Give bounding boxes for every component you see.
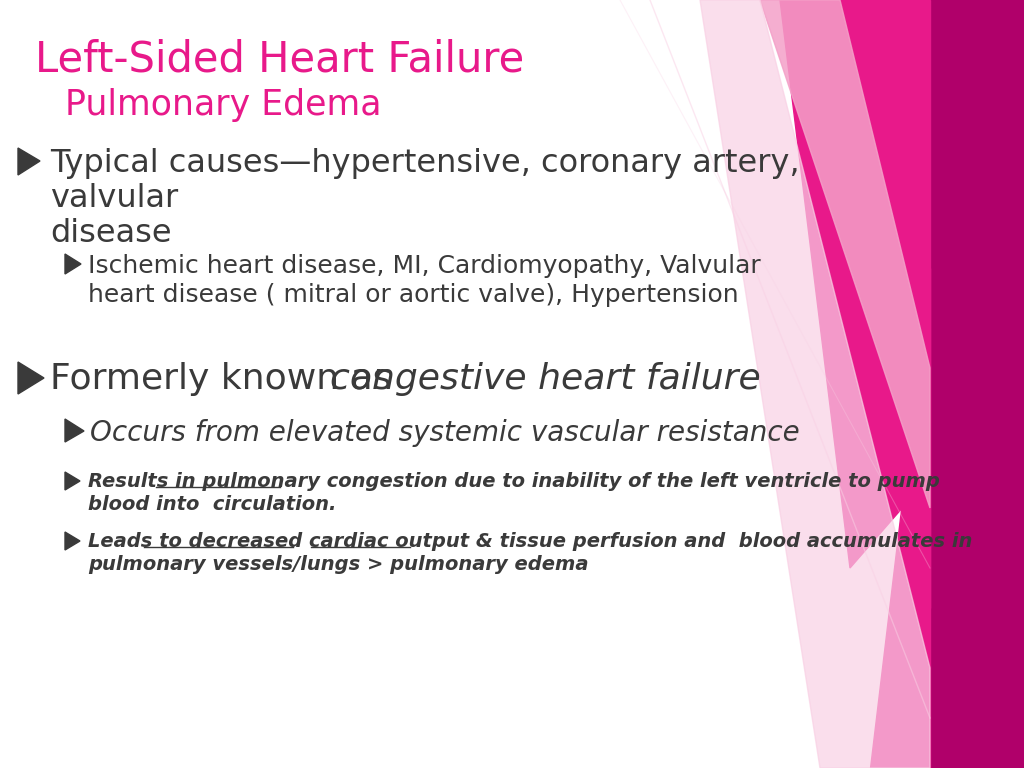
Polygon shape xyxy=(820,0,930,608)
Polygon shape xyxy=(930,0,1024,768)
Polygon shape xyxy=(65,419,84,442)
Text: Occurs from elevated systemic vascular resistance: Occurs from elevated systemic vascular r… xyxy=(90,419,800,447)
Polygon shape xyxy=(780,0,1024,568)
Text: disease: disease xyxy=(50,218,172,249)
Text: blood into  circulation.: blood into circulation. xyxy=(88,495,336,514)
Polygon shape xyxy=(65,472,80,490)
Polygon shape xyxy=(870,268,930,768)
Text: valvular: valvular xyxy=(50,183,178,214)
Text: Formerly known as: Formerly known as xyxy=(50,362,403,396)
Polygon shape xyxy=(930,0,1024,768)
Polygon shape xyxy=(760,0,930,508)
Polygon shape xyxy=(18,148,40,175)
Text: Leads to decreased cardiac output & tissue perfusion and  blood accumulates in: Leads to decreased cardiac output & tiss… xyxy=(88,532,973,551)
Text: heart disease ( mitral or aortic valve), Hypertension: heart disease ( mitral or aortic valve),… xyxy=(88,283,738,307)
Polygon shape xyxy=(18,362,44,394)
Text: Pulmonary Edema: Pulmonary Edema xyxy=(65,88,382,122)
Text: Results in pulmonary congestion due to inability of the left ventricle to pump: Results in pulmonary congestion due to i… xyxy=(88,472,940,491)
Text: Typical causes—hypertensive, coronary artery,: Typical causes—hypertensive, coronary ar… xyxy=(50,148,800,179)
Text: Ischemic heart disease, MI, Cardiomyopathy, Valvular: Ischemic heart disease, MI, Cardiomyopat… xyxy=(88,254,761,278)
Polygon shape xyxy=(700,0,930,768)
Polygon shape xyxy=(65,254,81,274)
Text: pulmonary vessels/lungs > pulmonary edema: pulmonary vessels/lungs > pulmonary edem… xyxy=(88,555,589,574)
Text: Left-Sided Heart Failure: Left-Sided Heart Failure xyxy=(35,38,524,80)
Polygon shape xyxy=(65,532,80,550)
Text: congestive heart failure: congestive heart failure xyxy=(330,362,761,396)
